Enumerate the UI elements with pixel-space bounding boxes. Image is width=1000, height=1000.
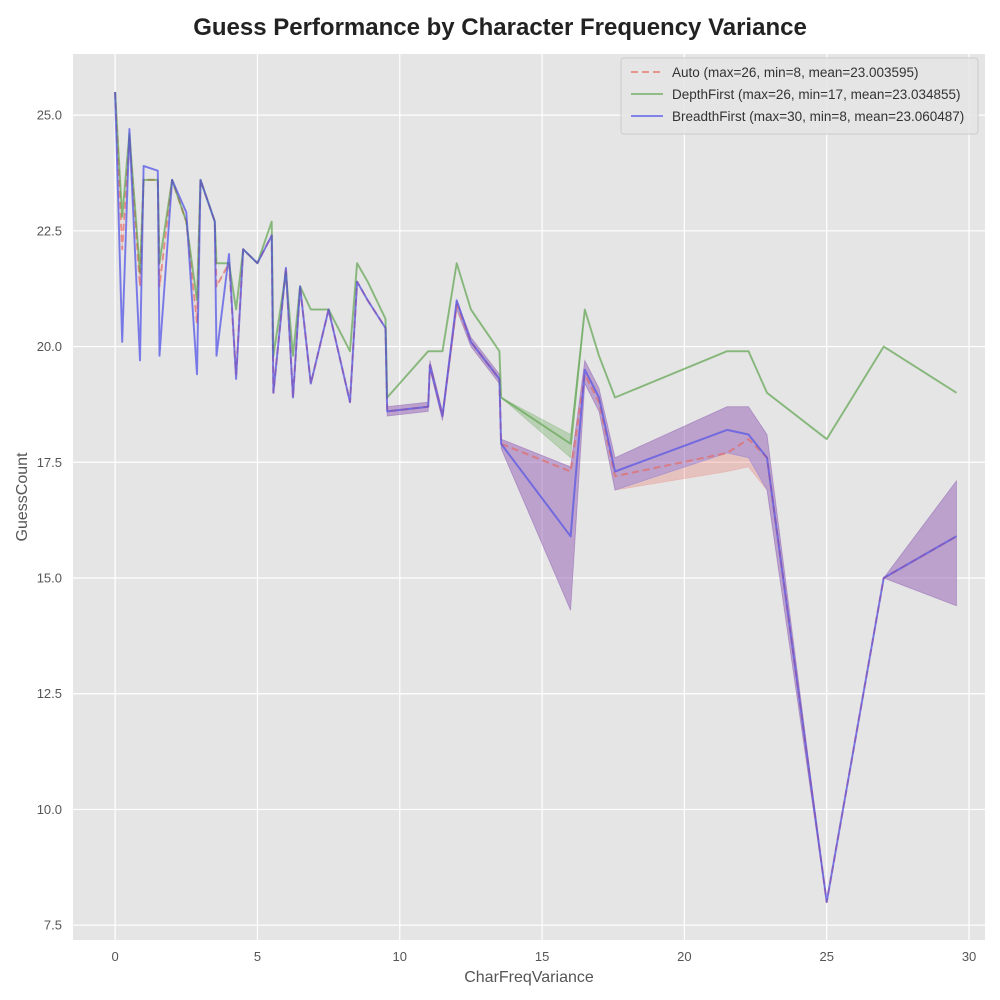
y-tick-label: 22.5 [37, 223, 62, 238]
y-axis-label: GuessCount [14, 452, 31, 541]
y-tick-label: 17.5 [37, 455, 62, 470]
y-tick-label: 12.5 [37, 686, 62, 701]
legend-label: BreadthFirst (max=30, min=8, mean=23.060… [672, 109, 964, 124]
series-lines [114, 91, 958, 903]
series-1-line [114, 91, 958, 445]
x-tick-label: 30 [962, 949, 976, 964]
x-tick-label: 5 [254, 949, 261, 964]
y-tick-label: 10.0 [37, 802, 62, 817]
x-tick-label: 0 [112, 949, 119, 964]
legend-label: DepthFirst (max=26, min=17, mean=23.0348… [672, 87, 961, 102]
x-axis-label: CharFreqVariance [464, 969, 594, 986]
y-tick-label: 7.5 [44, 918, 62, 933]
plot-area [73, 54, 985, 940]
legend-items: Auto (max=26, min=8, mean=23.003595) Dept… [631, 65, 964, 124]
x-tick-label: 15 [535, 949, 549, 964]
legend: Auto (max=26, min=8, mean=23.003595) Dept… [620, 57, 979, 135]
x-tick-label: 10 [393, 949, 407, 964]
y-tick-label: 20.0 [37, 339, 62, 354]
x-tick-label: 25 [820, 949, 834, 964]
y-tick-label: 25.0 [37, 108, 62, 123]
y-tick-label: 15.0 [37, 571, 62, 586]
chart-title: Guess Performance by Character Frequency… [193, 14, 807, 41]
y-axis-ticks: 7.5 10.0 12.5 15.0 17.5 20.0 22.5 25.0 [37, 108, 62, 933]
x-tick-label: 20 [677, 949, 691, 964]
legend-label: Auto (max=26, min=8, mean=23.003595) [672, 65, 919, 80]
legend-box [620, 57, 979, 135]
grid [73, 54, 985, 940]
series-2-line [114, 91, 957, 903]
x-axis-ticks: 0 5 10 15 20 25 30 [112, 949, 977, 964]
